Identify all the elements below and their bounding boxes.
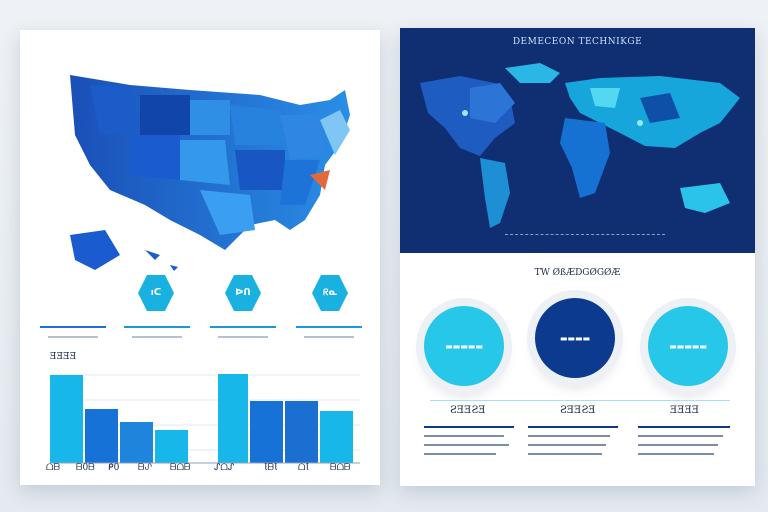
x-tick-label: ᗷᗝᗷ	[170, 463, 191, 473]
section-subtitle: TW ØßÆDGØGØÆ	[534, 268, 621, 278]
hex-icon: ᗷ ᗷ	[65, 288, 83, 298]
bar	[320, 411, 353, 463]
stat-disk: ▬▬▬▬	[535, 298, 615, 378]
caption-line	[124, 326, 190, 328]
hex-icon: ᐅᑎ	[225, 275, 261, 311]
bar	[50, 375, 83, 463]
stat-disk: ▬▬▬▬▬	[648, 306, 728, 386]
caption-line	[40, 326, 106, 328]
x-tick-label: ᗷᗝᗷ	[330, 463, 351, 473]
bar-chart	[50, 374, 360, 464]
x-tick-label: ᔑᗝᔑ	[214, 463, 235, 473]
bar	[120, 422, 153, 463]
chart-title: ƎƎƎƎ	[50, 352, 77, 362]
x-tick-label: ᗝƖ	[298, 463, 310, 473]
right-infographic-panel: DEMECEON TECHNIKGE TW ØßÆDGØGØÆ ▬▬▬▬▬ ▬▬…	[400, 28, 755, 486]
x-tick-label: ƖᗷƖ	[264, 463, 278, 473]
x-tick-label: ᗷᔑ	[138, 463, 152, 473]
caption-line	[296, 326, 362, 328]
stat-disk: ▬▬▬▬▬	[424, 306, 504, 386]
bar	[218, 374, 248, 463]
hex-icon: ᖇᓇ	[312, 275, 348, 311]
bar	[85, 409, 118, 463]
stat-value: ƧƎƎƧƎ	[560, 405, 596, 416]
left-infographic-panel: ᗷ ᗷ ıᑕ ᐅᑎ ᖇᓇ ƎƎƎƎ ᗝᗷ ᗷ0ᗷ ᑭ0 ᗷᔑ ᗷᗝᗷ ᔑᗝᔑ Ɩ…	[20, 30, 380, 485]
banner-title: DEMECEON TECHNIKGE	[512, 37, 643, 47]
x-tick-label: ᗝᗷ	[46, 463, 60, 473]
stat-value: ƧƎƎƧƎ	[450, 405, 486, 416]
world-map-banner: DEMECEON TECHNIKGE	[400, 28, 755, 253]
caption-line	[210, 326, 276, 328]
world-map	[420, 63, 740, 228]
bar	[250, 401, 283, 463]
hex-icon: ıᑕ	[138, 275, 174, 311]
x-tick-label: ᗷ0ᗷ	[76, 463, 95, 473]
x-tick-label: ᑭ0	[108, 463, 120, 473]
bar	[155, 430, 188, 463]
stat-value: ƎƎƎƎ	[670, 405, 700, 416]
usa-map	[70, 75, 350, 271]
bar	[285, 401, 318, 463]
